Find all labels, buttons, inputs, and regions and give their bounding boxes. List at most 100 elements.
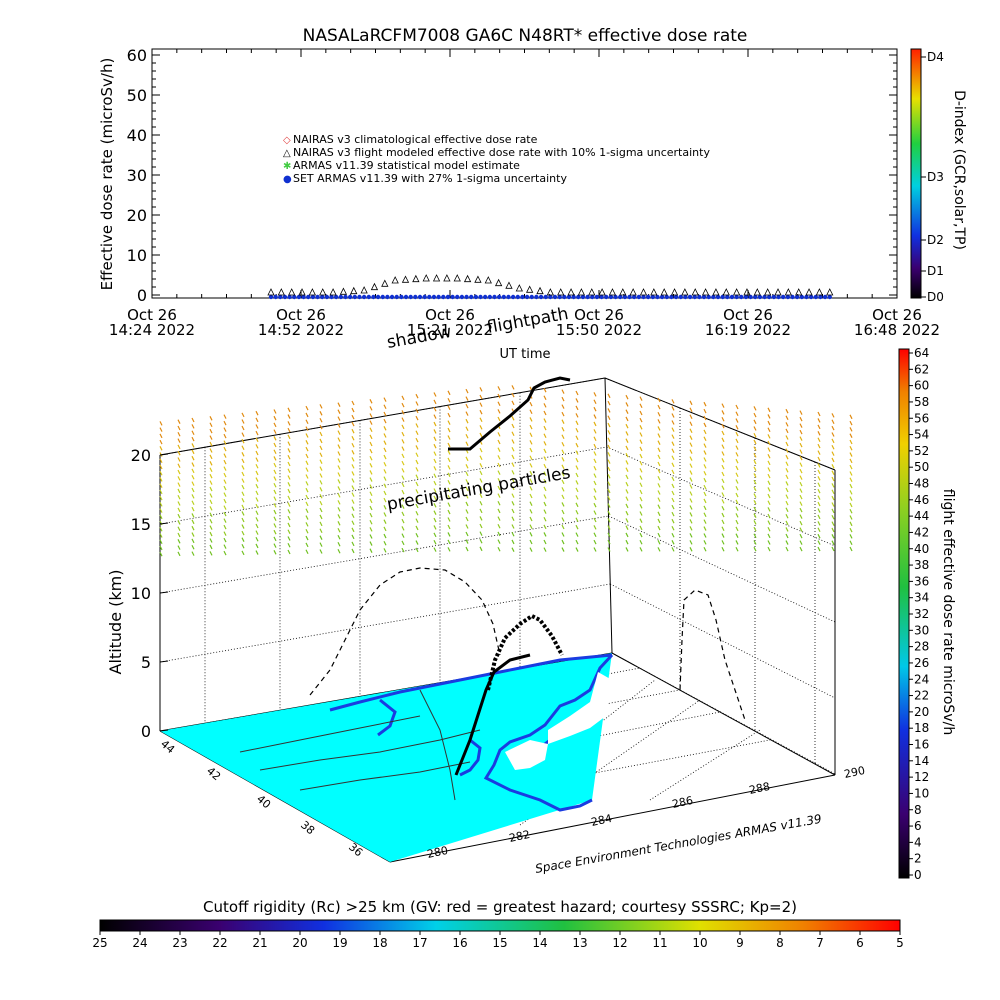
particle-dash	[657, 475, 661, 481]
nairas-flight-point	[660, 288, 668, 296]
particle-dash	[159, 427, 163, 432]
nairas-flight-point	[360, 286, 368, 294]
particle-dash	[625, 532, 629, 538]
particle-dash	[657, 532, 661, 538]
particle-dash	[799, 462, 803, 467]
nairas-flight-point	[494, 278, 503, 287]
particle-dash	[223, 427, 227, 432]
particle-dash	[209, 486, 213, 492]
ocean-region	[548, 672, 612, 744]
particle-dash	[287, 509, 291, 514]
set-armas-point	[659, 294, 665, 300]
particle-dash	[369, 420, 373, 425]
set-armas-point	[818, 294, 823, 300]
particle-dash	[753, 546, 757, 552]
particle-dash	[223, 544, 227, 549]
set-armas-point	[576, 294, 581, 300]
nairas-flight-point	[463, 274, 472, 283]
particle-dash	[799, 501, 803, 506]
dose-tick-label: 62	[914, 362, 929, 376]
particle-dash	[383, 397, 387, 402]
particle-dash	[735, 506, 739, 511]
particle-dash	[721, 451, 725, 456]
particle-dash	[305, 549, 309, 555]
particle-dash	[849, 427, 853, 432]
particle-dash	[465, 501, 469, 507]
particle-dash	[433, 495, 437, 501]
particle-dash	[607, 452, 611, 457]
particle-dash	[639, 460, 643, 466]
particle-dash	[401, 475, 405, 480]
set-armas-point	[482, 294, 488, 300]
particle-dash	[639, 396, 643, 401]
particle-dash	[319, 500, 323, 506]
particle-dash	[817, 521, 821, 526]
particle-dash	[831, 419, 835, 425]
particle-dash	[671, 511, 675, 517]
particle-dash	[273, 536, 277, 542]
particle-dash	[497, 531, 501, 537]
particle-dash	[433, 407, 437, 412]
particle-dash	[593, 421, 597, 427]
particle-dash	[753, 540, 757, 545]
particle-dash	[319, 514, 323, 520]
set-armas-point	[399, 294, 404, 300]
particle-dash	[305, 528, 309, 534]
dose-tick-label: 42	[914, 525, 929, 539]
particle-dash	[255, 530, 259, 535]
particle-dash	[543, 539, 547, 545]
particle-dash	[209, 499, 213, 505]
x-tick-label-time: 16:48 2022	[854, 321, 940, 339]
particle-dash	[785, 494, 789, 499]
particle-dash	[657, 497, 661, 502]
particle-dash	[639, 475, 643, 480]
particle-dash	[543, 509, 547, 514]
particle-dash	[479, 409, 483, 415]
particle-dash	[831, 495, 835, 501]
particle-dash	[575, 413, 579, 418]
cutoff-tick-label: 11	[652, 936, 667, 950]
particle-dash	[433, 539, 437, 545]
shadow-annotation: shadow	[385, 322, 453, 353]
particle-dash	[785, 468, 789, 473]
particle-dash	[479, 478, 483, 483]
particle-dash	[305, 474, 309, 479]
legend-label: ARMAS v11.39 statistical model estimate	[293, 159, 520, 172]
particle-dash	[799, 436, 803, 441]
dose-tick-label: 64	[914, 346, 929, 360]
particle-dash	[159, 502, 163, 507]
particle-dash	[735, 458, 739, 464]
three-d-altitude-axis: 20 15 10 5 0	[131, 446, 169, 741]
particle-dash	[671, 497, 675, 503]
particle-dash	[209, 422, 213, 428]
particle-dash	[657, 447, 661, 453]
particle-dash	[639, 468, 643, 473]
particle-dash	[223, 479, 227, 484]
particle-dash	[657, 419, 661, 424]
set-armas-point	[827, 294, 832, 300]
particle-dash	[831, 476, 835, 482]
particle-dash	[415, 459, 419, 465]
particle-dash	[511, 524, 515, 529]
nairas-flight-point	[557, 288, 565, 296]
particle-dash	[241, 471, 245, 477]
particle-dash	[273, 550, 277, 555]
particle-dash	[255, 417, 259, 423]
particle-dash	[657, 411, 661, 417]
particle-dash	[703, 457, 707, 462]
particle-dash	[447, 457, 451, 463]
particle-dash	[511, 539, 515, 545]
legend-symbol: ✱	[283, 161, 291, 172]
particle-dash	[703, 450, 707, 455]
particle-dash	[273, 415, 277, 421]
particle-dash	[785, 507, 789, 512]
particle-dash	[497, 546, 501, 552]
particle-dash	[351, 457, 355, 462]
particle-dash	[447, 427, 451, 433]
particle-dash	[351, 485, 355, 490]
particle-dash	[511, 446, 515, 452]
cutoff-tick-label: 17	[412, 936, 427, 950]
set-armas-point	[743, 294, 749, 300]
particle-dash	[703, 471, 707, 476]
